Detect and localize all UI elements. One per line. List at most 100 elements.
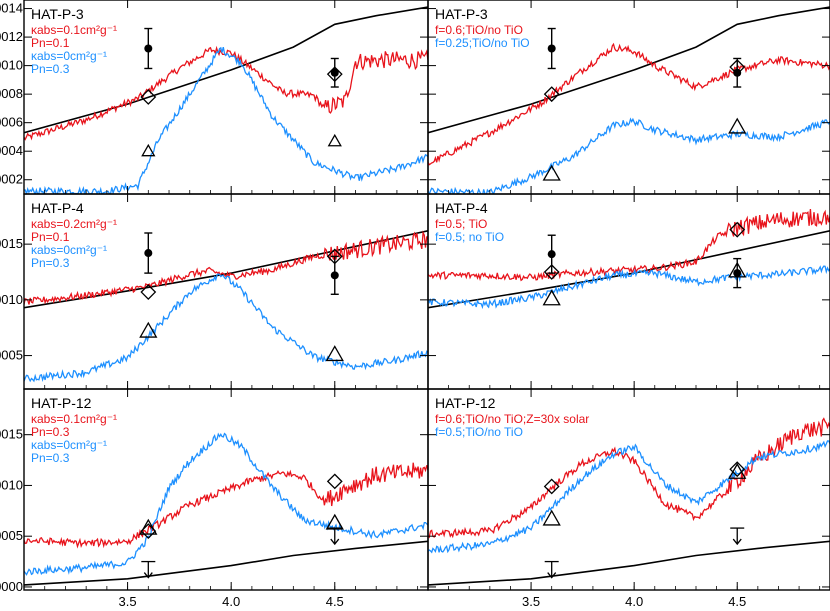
triangle-marker	[542, 164, 561, 181]
diamond-marker	[729, 59, 746, 75]
observed-point	[144, 44, 153, 53]
triangle-marker	[542, 509, 561, 526]
legend-entry: Pn=0.3	[31, 451, 70, 465]
diamond-marker	[140, 89, 157, 105]
legend-entry: f=0.6;TiO/no TiO	[435, 23, 523, 37]
y-tick-label: 0.0002	[0, 172, 23, 187]
observed-point	[733, 68, 742, 77]
legend-entry: Pn=0.3	[31, 425, 70, 439]
panel-title: HAT-P-3	[435, 6, 488, 22]
diamond-marker	[326, 248, 343, 265]
observed-point	[144, 249, 153, 258]
observed-point	[547, 44, 556, 53]
observed-point	[330, 68, 339, 77]
legend-entry: κabs=0cm²g⁻¹	[31, 243, 107, 257]
legend-entry: f=0.6;TiO/no TiO;Z=30x solar	[435, 412, 589, 426]
x-tick-label: 4.0	[222, 594, 240, 609]
legend-entry: κabs=0.1cm²g⁻¹	[31, 412, 117, 426]
triangle-marker	[325, 345, 344, 362]
series-line-1	[428, 6, 830, 134]
y-tick-label: 0.0014	[0, 1, 23, 16]
panel-6: HAT-P-12f=0.6;TiO/no TiO;Z=30x solarf=0.…	[427, 388, 830, 591]
upper-limit-arrow	[143, 572, 153, 579]
series-line-2	[24, 230, 428, 305]
diamond-marker	[326, 66, 343, 83]
panel-title: HAT-P-4	[31, 200, 84, 216]
upper-limit-arrow	[732, 538, 742, 546]
observed-point	[330, 271, 339, 280]
legend-entry: f=0.25;TiO/no TiO	[435, 36, 530, 50]
triangle-marker	[542, 289, 561, 306]
y-tick-label: 0.0004	[0, 143, 23, 158]
triangle-marker	[728, 117, 747, 134]
series-line-1	[24, 540, 428, 586]
y-tick-label: 0.0010	[0, 58, 23, 73]
series-line-3	[24, 273, 428, 383]
panel-3: 0.00050.00100.0015HAT-P-4κabs=0.2cm²g⁻¹P…	[0, 193, 429, 390]
x-tick-label: 3.5	[119, 594, 137, 609]
legend-entry: Pn=0.3	[31, 62, 70, 76]
legend-entry: κabs=0.1cm²g⁻¹	[31, 23, 117, 37]
legend-entry: Pn=0.3	[31, 256, 70, 270]
diamond-marker	[543, 86, 560, 103]
triangle-marker	[325, 513, 344, 530]
panel-title: HAT-P-3	[31, 6, 84, 22]
diamond-marker	[543, 264, 560, 280]
legend-entry: Pn=0.1	[31, 230, 70, 244]
series-line-1	[428, 540, 830, 586]
series-line-3	[428, 117, 830, 194]
series-line-3	[24, 432, 428, 576]
legend-entry: κabs=0.2cm²g⁻¹	[31, 217, 117, 231]
panel-title: HAT-P-12	[435, 395, 496, 411]
triangle-marker	[728, 261, 747, 278]
triangle-marker	[327, 133, 342, 147]
legend-entry: f=0.5; no TiO	[435, 230, 504, 244]
x-tick-label: 4.5	[326, 594, 344, 609]
panel-title: HAT-P-12	[31, 395, 92, 411]
observed-point	[547, 250, 556, 259]
y-tick-label: 0.0008	[0, 86, 23, 101]
y-tick-label: 0.0010	[0, 477, 23, 492]
series-line-3	[428, 440, 830, 554]
legend-entry: Pn=0.1	[31, 36, 70, 50]
diamond-marker	[140, 284, 157, 300]
legend-entry: κabs=0cm²g⁻¹	[31, 49, 107, 63]
x-tick-label: 4.0	[625, 594, 643, 609]
series-line-3	[428, 265, 830, 310]
y-tick-label: 0.0010	[0, 292, 23, 307]
x-tick-label: 4.5	[728, 594, 746, 609]
diamond-marker	[729, 221, 746, 238]
series-line-1	[24, 6, 428, 134]
triangle-marker	[139, 321, 158, 338]
panel-title: HAT-P-4	[435, 200, 488, 216]
observed-point	[733, 269, 742, 278]
upper-limit-arrow	[330, 538, 340, 546]
panel-frame	[427, 388, 830, 591]
diamond-marker	[326, 473, 343, 490]
legend-entry: f=0.5; TiO	[435, 217, 487, 231]
upper-limit-arrow	[547, 572, 557, 579]
series-line-2	[428, 208, 830, 282]
triangle-marker	[728, 462, 747, 479]
y-tick-label: 0.0006	[0, 115, 23, 130]
legend-entry: κabs=0cm²g⁻¹	[31, 438, 107, 452]
triangle-marker	[141, 143, 156, 157]
series-line-2	[428, 42, 830, 166]
diamond-marker	[543, 478, 560, 495]
series-line-2	[24, 462, 428, 549]
diamond-marker	[729, 461, 746, 478]
legend-entry: f=0.5;TiO/no TiO	[435, 425, 523, 439]
triangle-marker	[139, 518, 158, 535]
x-tick-label: 3.5	[522, 594, 540, 609]
